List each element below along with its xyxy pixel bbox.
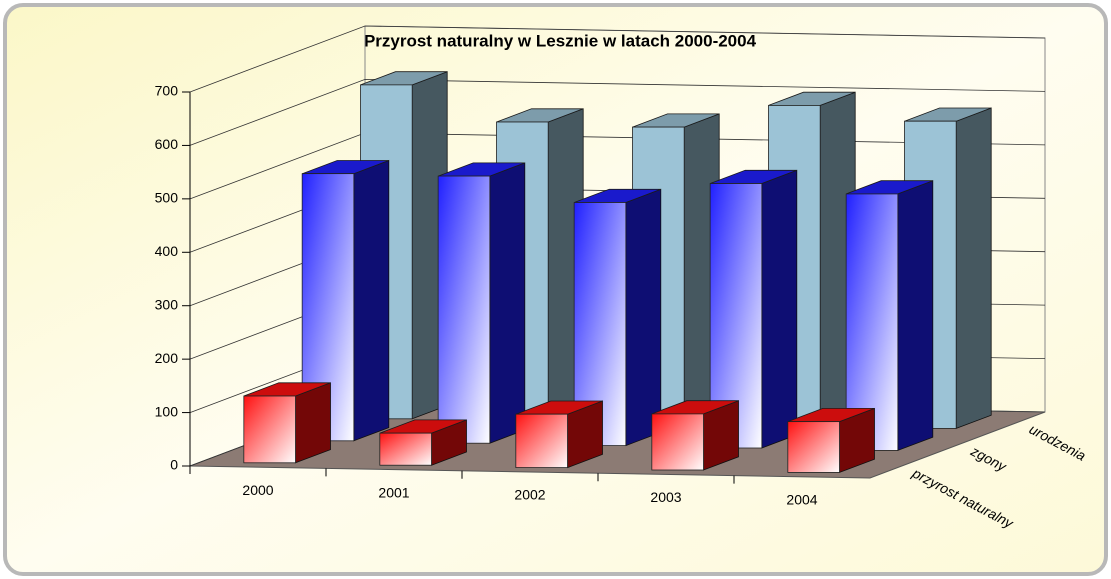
y-tick-label: 300	[155, 296, 179, 312]
bar-side	[353, 159, 390, 442]
bar-front	[437, 175, 491, 444]
bar	[437, 162, 526, 444]
y-tick-label: 500	[155, 190, 179, 206]
bar	[379, 419, 467, 466]
bar	[651, 400, 739, 471]
bar-side	[897, 180, 934, 451]
bar-front	[243, 395, 296, 464]
y-tick-label: 0	[170, 457, 178, 473]
bar-front	[787, 421, 840, 473]
x-tick-label: 2001	[378, 484, 409, 500]
bar-side	[295, 382, 331, 464]
bar-front	[379, 432, 432, 466]
bar	[243, 382, 331, 464]
bar	[515, 400, 603, 469]
x-tick-label: 2004	[786, 492, 817, 508]
bar-side	[761, 169, 798, 449]
bar-front	[651, 413, 704, 471]
grid-line	[189, 78, 1046, 146]
grid-line	[189, 25, 1046, 93]
x-tick-label: 2002	[514, 487, 545, 503]
y-tick-label: 400	[155, 243, 179, 259]
bar-side	[625, 188, 662, 447]
bar	[573, 188, 662, 447]
y-tick-label: 700	[155, 83, 179, 99]
chart-title: Przyrost naturalny w Lesznie w latach 20…	[364, 31, 757, 50]
bar-front	[515, 413, 568, 468]
bar	[845, 180, 934, 451]
y-tick-label: 100	[155, 403, 179, 419]
bar-side	[489, 162, 526, 444]
bar-side	[955, 107, 992, 429]
y-tick-label: 200	[155, 350, 179, 366]
y-tick-label: 600	[155, 136, 179, 152]
x-tick-label: 2000	[242, 482, 273, 498]
bar	[787, 407, 875, 473]
x-tick-label: 2003	[650, 489, 681, 505]
bar-front	[845, 193, 899, 451]
